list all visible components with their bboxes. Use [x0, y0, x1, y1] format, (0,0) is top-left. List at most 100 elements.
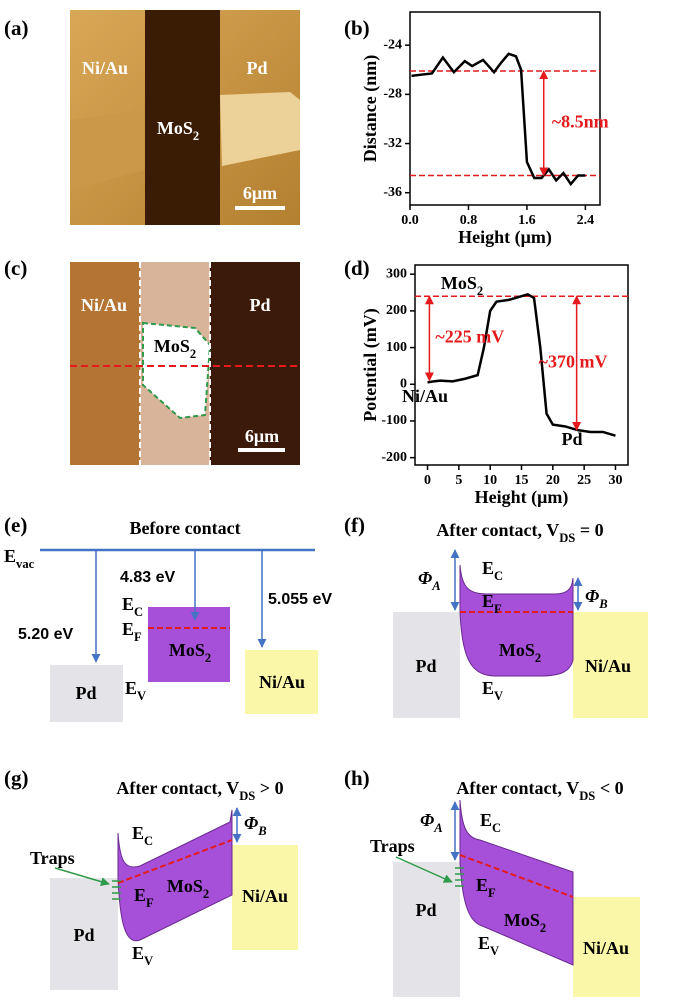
- x-tick-label: 5: [455, 473, 462, 488]
- material-label: Pd: [415, 900, 436, 920]
- level-label: EC: [132, 823, 153, 848]
- text-part: MoS: [167, 876, 203, 896]
- text-part: Φ: [420, 810, 434, 830]
- image-label: MoS2: [154, 336, 196, 361]
- subscript: F: [134, 630, 142, 644]
- text-part: E: [132, 823, 144, 843]
- panel-label: (h): [344, 766, 370, 790]
- text-part: < 0: [595, 778, 623, 798]
- level-label: EC: [480, 810, 501, 835]
- subscript: 2: [193, 129, 199, 143]
- subscript: A: [431, 579, 440, 593]
- energy-label: 5.055 eV: [268, 591, 332, 608]
- material-label: Ni/Au: [259, 672, 305, 692]
- panel-label: (a): [4, 16, 29, 40]
- text-part: E: [122, 619, 134, 639]
- x-tick-label: 1.6: [518, 213, 536, 228]
- text-part: = 0: [575, 520, 603, 540]
- subscript: DS: [559, 531, 575, 545]
- x-axis-title: Height (μm): [458, 227, 552, 248]
- x-tick-label: 0: [424, 473, 431, 488]
- text-part: MoS: [169, 640, 205, 660]
- panel-label: (d): [344, 256, 370, 280]
- subscript: A: [433, 821, 442, 835]
- band-diagram: [393, 549, 648, 718]
- energy-label: 4.83 eV: [120, 569, 175, 586]
- measure-label: ~8.5nm: [552, 111, 609, 131]
- material-label: MoS2: [504, 910, 546, 935]
- scale-label: 6μm: [243, 183, 277, 203]
- text-part: E: [134, 885, 146, 905]
- material-label: Pd: [73, 925, 94, 945]
- text-part: > 0: [255, 778, 283, 798]
- panel-label: (f): [344, 513, 365, 537]
- level-label: EF: [476, 875, 496, 900]
- x-tick-label: 30: [608, 473, 622, 488]
- x-tick-label: 15: [515, 473, 529, 488]
- panel-label: (e): [4, 513, 27, 537]
- chart-label: Pd: [561, 429, 582, 449]
- text-part: E: [122, 594, 134, 614]
- y-tick-label: -36: [383, 185, 402, 200]
- image-label: Ni/Au: [81, 295, 127, 315]
- barrier-label: ΦB: [585, 586, 608, 611]
- text-part: E: [478, 933, 490, 953]
- x-axis-title: Height (μm): [475, 487, 569, 508]
- text-part: Φ: [585, 586, 599, 606]
- band-diagram: [40, 548, 318, 722]
- subscript: F: [146, 896, 154, 910]
- chart-label: MoS2: [441, 273, 483, 298]
- subscript: 2: [535, 651, 541, 665]
- text-part: Φ: [244, 813, 258, 833]
- material-label: Pd: [75, 683, 96, 703]
- y-tick-label: 200: [386, 303, 407, 318]
- level-label: EC: [122, 594, 143, 619]
- chart-label: Ni/Au: [402, 386, 448, 406]
- text-part: Φ: [418, 568, 432, 588]
- text-part: MoS: [441, 273, 477, 293]
- barrier-label: ΦB: [244, 813, 267, 838]
- y-tick-label: -24: [383, 37, 402, 52]
- text-part: E: [480, 810, 492, 830]
- subscript: C: [494, 569, 503, 583]
- measure-label: ~225 mV: [435, 327, 504, 347]
- material-label: MoS2: [167, 876, 209, 901]
- y-axis-title: Distance (nm): [360, 55, 381, 162]
- subscript: B: [598, 597, 607, 611]
- subscript: 2: [203, 887, 209, 901]
- kpfm-image: [70, 262, 300, 465]
- y-tick-label: -200: [381, 450, 407, 465]
- subscript: B: [257, 824, 266, 838]
- energy-label: 5.20 eV: [18, 626, 73, 643]
- text-part: MoS: [499, 640, 535, 660]
- material-label: Ni/Au: [583, 938, 629, 958]
- x-tick-label: 25: [577, 473, 591, 488]
- data-line: [411, 52, 586, 187]
- text-part: After contact, V: [436, 520, 559, 540]
- level-label: EF: [482, 591, 502, 616]
- material-label: MoS2: [169, 640, 211, 665]
- subscript: 2: [190, 347, 196, 361]
- band-diagram: [50, 807, 298, 990]
- y-tick-label: -28: [383, 87, 402, 102]
- y-tick-label: -32: [383, 136, 402, 151]
- subscript: DS: [239, 789, 255, 803]
- measure-label: ~370 mV: [539, 351, 608, 371]
- image-label: Pd: [249, 295, 270, 315]
- y-tick-label: 0: [400, 376, 407, 391]
- text-part: After contact, V: [116, 778, 239, 798]
- level-label: EV: [478, 933, 499, 958]
- material-label: MoS2: [499, 640, 541, 665]
- text-part: MoS: [504, 910, 540, 930]
- scale-label: 6μm: [245, 426, 279, 446]
- diagram-title: After contact, VDS < 0: [456, 778, 623, 803]
- subscript: V: [137, 689, 146, 703]
- panel-label: (g): [4, 766, 29, 790]
- image-label: Pd: [246, 58, 267, 78]
- y-axis-title: Potential (mV): [360, 308, 381, 421]
- plot-frame: [409, 11, 601, 206]
- diagram-title: After contact, VDS = 0: [436, 520, 603, 545]
- text-part: E: [476, 875, 488, 895]
- subscript: DS: [579, 789, 595, 803]
